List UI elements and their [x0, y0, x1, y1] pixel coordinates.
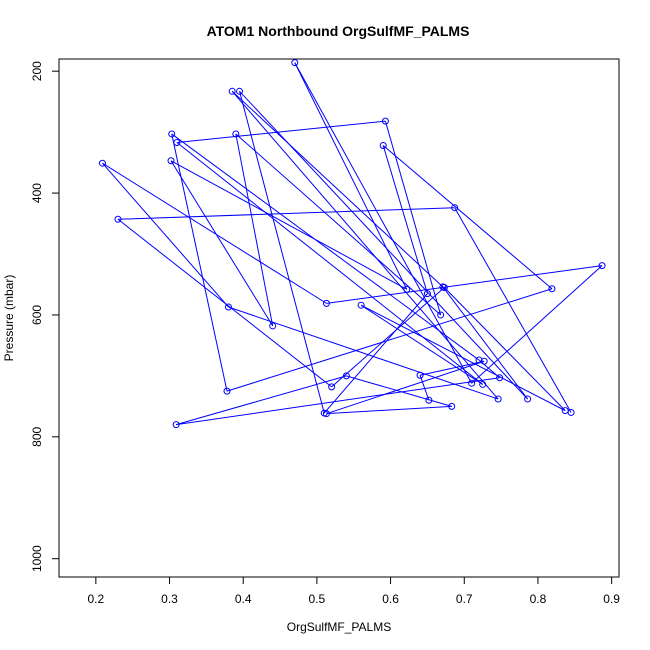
series-segment — [231, 90, 499, 400]
data-point — [98, 159, 106, 167]
plot-frame — [58, 58, 620, 578]
series-layer — [98, 59, 606, 429]
y-axis: 200 400 600 800 1000 — [30, 61, 60, 572]
y-tick-label: 800 — [30, 427, 44, 447]
series-segment — [382, 145, 553, 290]
data-point — [496, 374, 504, 382]
y-axis-label: Pressure (mbar) — [2, 275, 16, 362]
x-tick-label: 0.3 — [161, 592, 178, 606]
series-segment — [102, 162, 229, 308]
data-point — [448, 402, 456, 410]
data-point — [475, 356, 483, 364]
data-point — [437, 311, 445, 319]
x-tick-label: 0.9 — [603, 592, 620, 606]
data-point — [548, 285, 556, 293]
data-point — [524, 395, 532, 403]
data-point — [114, 215, 122, 223]
x-tick-label: 0.4 — [235, 592, 252, 606]
series-segment — [331, 287, 445, 388]
x-tick-label: 0.6 — [382, 592, 399, 606]
series-segment — [346, 375, 452, 407]
series-segment — [239, 91, 325, 414]
series-segment — [170, 160, 274, 327]
y-tick-label: 400 — [30, 183, 44, 203]
x-tick-label: 0.7 — [456, 592, 473, 606]
series-segment — [444, 287, 566, 411]
data-point — [167, 157, 175, 165]
series-group — [98, 59, 606, 429]
data-point — [416, 371, 424, 379]
y-tick-label: 1000 — [30, 545, 44, 572]
x-tick-label: 0.8 — [530, 592, 547, 606]
series-segment — [170, 160, 408, 290]
data-point — [494, 395, 502, 403]
data-point — [224, 303, 232, 311]
series-segment — [171, 133, 228, 392]
data-point — [381, 117, 389, 125]
series-segment — [326, 405, 452, 415]
series-segment — [176, 142, 483, 385]
data-point — [598, 262, 606, 270]
data-point — [425, 396, 433, 404]
data-point — [173, 138, 181, 146]
data-point — [172, 421, 180, 429]
series-segment — [382, 145, 428, 294]
data-point — [357, 301, 365, 309]
data-point — [168, 130, 176, 138]
x-axis-label: OrgSulfMF_PALMS — [287, 620, 391, 634]
series-segment — [326, 265, 603, 304]
series-segment — [171, 133, 480, 361]
series-segment — [384, 121, 442, 316]
series-segment — [235, 133, 442, 316]
data-point — [291, 59, 299, 67]
x-axis: 0.2 0.3 0.4 0.5 0.6 0.7 0.8 0.9 — [87, 576, 620, 606]
x-tick-label: 0.5 — [309, 592, 326, 606]
series-segment — [294, 62, 408, 290]
series-segment — [323, 293, 428, 414]
series-segment — [454, 207, 572, 413]
y-tick-label: 200 — [30, 61, 44, 81]
data-point — [423, 290, 431, 298]
data-point — [322, 410, 330, 418]
data-point — [228, 87, 236, 95]
series-segment — [478, 359, 500, 379]
series-segment — [176, 375, 347, 426]
series-segment — [471, 265, 603, 384]
data-point — [403, 285, 411, 293]
series-segment — [294, 62, 473, 384]
series-segment — [419, 360, 485, 376]
series-segment — [117, 207, 455, 220]
data-point — [379, 142, 387, 150]
series-segment — [231, 90, 444, 288]
series-segment — [326, 360, 485, 415]
y-tick-label: 600 — [30, 305, 44, 325]
series-segment — [442, 286, 529, 400]
series-segment — [419, 375, 430, 401]
x-tick-label: 0.2 — [87, 592, 104, 606]
chart-title: ATOM1 Northbound OrgSulfMF_PALMS — [207, 23, 470, 39]
series-segment — [360, 304, 483, 385]
series-segment — [235, 133, 274, 327]
data-point — [236, 87, 244, 95]
data-point — [342, 372, 350, 380]
series-segment — [176, 120, 386, 143]
data-point — [561, 407, 569, 415]
series-segment — [239, 90, 528, 400]
data-point — [468, 379, 476, 387]
data-point — [328, 383, 336, 391]
data-point — [322, 299, 330, 307]
series-segment — [176, 377, 500, 426]
series-segment — [228, 306, 499, 400]
data-point — [223, 387, 231, 395]
data-point — [439, 283, 447, 291]
data-point — [232, 130, 240, 138]
data-point — [451, 204, 459, 212]
data-point — [269, 322, 277, 330]
data-point — [479, 380, 487, 388]
data-point — [480, 357, 488, 365]
series-segment — [226, 288, 553, 392]
